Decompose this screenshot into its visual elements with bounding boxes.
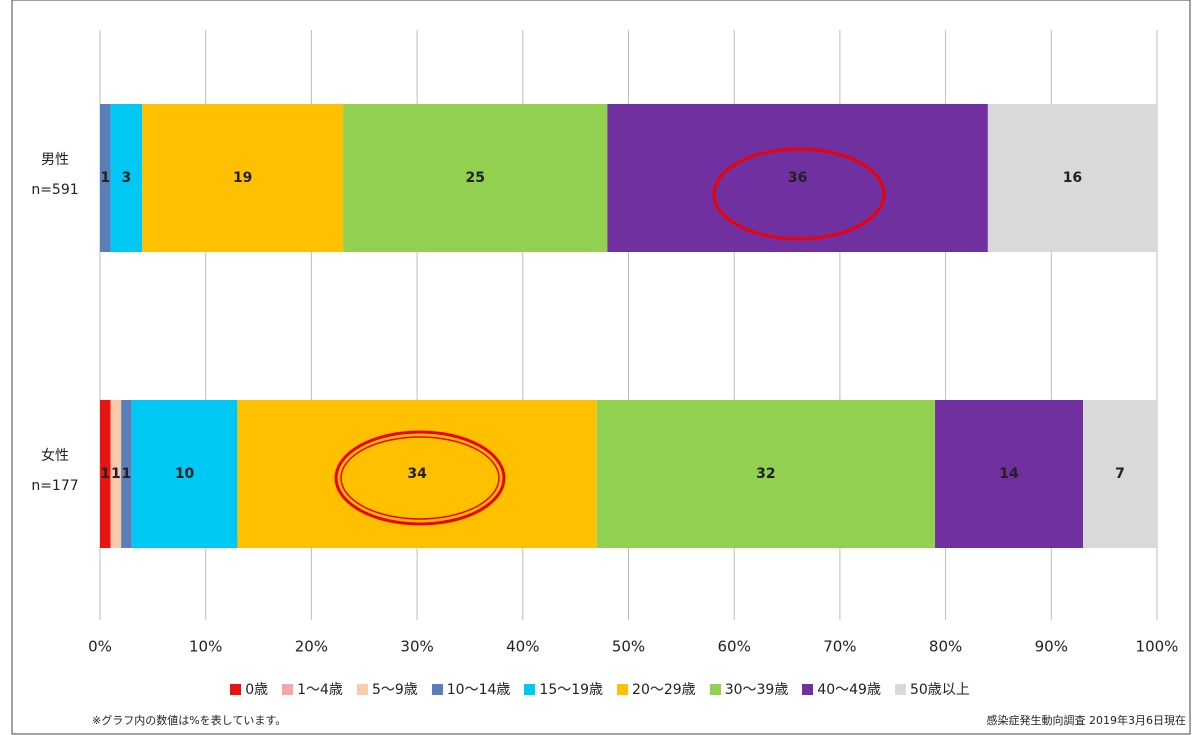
x-tick-label: 30% — [400, 638, 433, 656]
x-tick-label: 20% — [295, 638, 328, 656]
data-label: 3 — [122, 170, 132, 186]
category-note: n=591 — [31, 182, 78, 198]
legend-swatch — [524, 683, 536, 695]
legend-item: 0歳 — [230, 679, 268, 699]
data-label: 10 — [175, 466, 195, 482]
category-note: n=177 — [31, 478, 78, 494]
bar-segment — [987, 104, 1157, 252]
legend-swatch — [709, 683, 721, 695]
data-label: 36 — [788, 170, 807, 186]
legend-item: 30～39歳 — [709, 679, 789, 699]
x-tick-label: 60% — [718, 638, 751, 656]
data-label: 14 — [999, 466, 1019, 482]
data-label: 25 — [465, 170, 484, 186]
legend-swatch — [356, 683, 368, 695]
footnote: ※グラフ内の数値は%を表しています。 — [92, 714, 287, 727]
bar-segment — [343, 104, 608, 252]
data-label: 34 — [407, 466, 427, 482]
frame — [11, 0, 1191, 735]
legend-item: 5～9歳 — [356, 679, 418, 699]
data-label: 1 — [111, 466, 121, 482]
highlight-ellipse — [712, 147, 886, 241]
x-tick-label: 80% — [929, 638, 962, 656]
x-tick-label: 70% — [823, 638, 856, 656]
data-label: 19 — [233, 170, 252, 186]
legend-swatch — [431, 683, 443, 695]
data-label: 7 — [1115, 466, 1125, 482]
legend-label: 10～14歳 — [446, 682, 511, 698]
bar-segment — [1083, 400, 1157, 548]
bar-segment — [100, 400, 111, 548]
highlight-ellipse — [334, 430, 506, 526]
legend-swatch — [894, 683, 906, 695]
legend-label: 1～4歳 — [297, 682, 343, 698]
x-tick-label: 40% — [506, 638, 539, 656]
legend-item: 1～4歳 — [282, 679, 343, 699]
legend-label: 20～29歳 — [632, 682, 696, 698]
legend-label: 40～49歳 — [817, 682, 881, 698]
legend-item: 40～49歳 — [802, 679, 881, 699]
legend-swatch — [802, 683, 814, 695]
bar-segment — [142, 104, 344, 252]
legend-swatch — [617, 683, 629, 695]
category-label: 女性 — [41, 447, 69, 464]
data-label: 16 — [1063, 170, 1082, 186]
bar-segment — [607, 104, 988, 252]
legend-label: 30～39歳 — [724, 682, 789, 698]
plot-area: 0% 10% 20% 30% 40% 50% 60% 70% 80% 90% 100% 男性 n=591… — [31, 30, 1178, 656]
bar-segment — [131, 400, 238, 548]
data-label: 1 — [100, 466, 110, 482]
x-tick-label: 10% — [189, 638, 222, 656]
legend-item: 10～14歳 — [431, 679, 511, 699]
bar-segment — [935, 400, 1084, 548]
data-label: 1 — [100, 170, 110, 186]
x-tick-label: 90% — [1035, 638, 1068, 656]
bar-segment — [110, 400, 122, 548]
data-label: 1 — [122, 466, 132, 482]
source-note: 感染症発生動向調査 2019年3月6日現在 — [986, 714, 1187, 727]
bar-segment — [121, 400, 132, 548]
bar-segment — [110, 104, 143, 252]
legend-label: 0歳 — [245, 682, 269, 698]
highlight-ellipse — [340, 436, 500, 520]
data-label: 32 — [756, 466, 775, 482]
legend-item: 50歳以上 — [894, 679, 970, 699]
legend-swatch — [230, 683, 242, 695]
legend-label: 5～9歳 — [371, 682, 418, 698]
x-tick-label: 100% — [1136, 638, 1179, 656]
legend-item: 20～29歳 — [617, 679, 696, 699]
legend-label: 50歳以上 — [909, 682, 970, 698]
x-tick-label: 50% — [612, 638, 645, 656]
legend-item: 15～19歳 — [524, 679, 603, 699]
category-label: 男性 — [41, 152, 69, 168]
bar-segment — [596, 400, 936, 548]
x-tick-label: 0% — [88, 638, 112, 656]
legend-label: 15～19歳 — [539, 682, 604, 698]
bar-segment — [100, 104, 111, 252]
legend: 0歳 1～4歳 5～9歳 10～14歳 15～19歳 20～29歳 30～39歳 40～49歳… — [0, 679, 1200, 699]
legend-swatch — [282, 683, 294, 695]
